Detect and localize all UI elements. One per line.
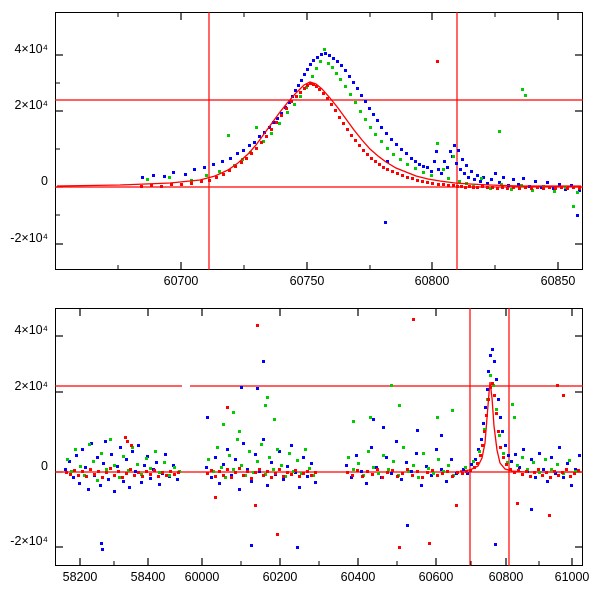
bottom-xtick-label-60000: 60000 xyxy=(184,570,220,584)
bottom-panel: 4×10⁴ 2×10⁴ 0 -2×10⁴ 58200 58400 60000 6… xyxy=(0,298,600,600)
bottom-ytick-label-4e4: 4×10⁴ xyxy=(14,323,48,337)
top-ytick-label-m2e4: -2×10⁴ xyxy=(10,231,48,245)
bottom-ytick-label-0: 0 xyxy=(41,459,48,473)
bottom-xtick-label-58200: 58200 xyxy=(62,570,98,584)
bottom-xtick-label-58400: 58400 xyxy=(130,570,166,584)
top-model-curve xyxy=(56,81,581,187)
bottom-xtick-label-60200: 60200 xyxy=(262,570,298,584)
bottom-ytick-label-m2e4: -2×10⁴ xyxy=(10,534,48,548)
bottom-plot-svg xyxy=(55,308,583,566)
bottom-data-points xyxy=(64,318,581,551)
top-reference-lines xyxy=(55,12,583,270)
bottom-axis-ticks xyxy=(55,308,583,566)
top-ytick-label-0: 0 xyxy=(41,174,48,188)
top-xtick-label-60750: 60750 xyxy=(289,274,325,288)
top-panel: 4×10⁴ 2×10⁴ 0 -2×10⁴ 60700 60750 60800 6… xyxy=(0,0,600,290)
bottom-xtick-label-60400: 60400 xyxy=(340,570,376,584)
bottom-ytick-label-2e4: 2×10⁴ xyxy=(14,379,48,393)
bottom-model-curve xyxy=(459,381,581,473)
top-ytick-label-4e4: 4×10⁴ xyxy=(14,42,48,56)
top-ytick-label-2e4: 2×10⁴ xyxy=(14,98,48,112)
bottom-reference-lines xyxy=(55,308,583,566)
top-xtick-label-60700: 60700 xyxy=(163,274,199,288)
top-xtick-label-60850: 60850 xyxy=(540,274,576,288)
top-xtick-label-60800: 60800 xyxy=(414,274,450,288)
top-plot-frame xyxy=(55,12,583,270)
top-data-points xyxy=(56,48,581,224)
top-plot-svg xyxy=(55,12,583,270)
top-axis-ticks xyxy=(55,12,583,270)
bottom-xtick-label-60800: 60800 xyxy=(488,570,524,584)
bottom-xtick-label-60600: 60600 xyxy=(418,570,454,584)
bottom-xtick-label-61000: 61000 xyxy=(554,570,590,584)
